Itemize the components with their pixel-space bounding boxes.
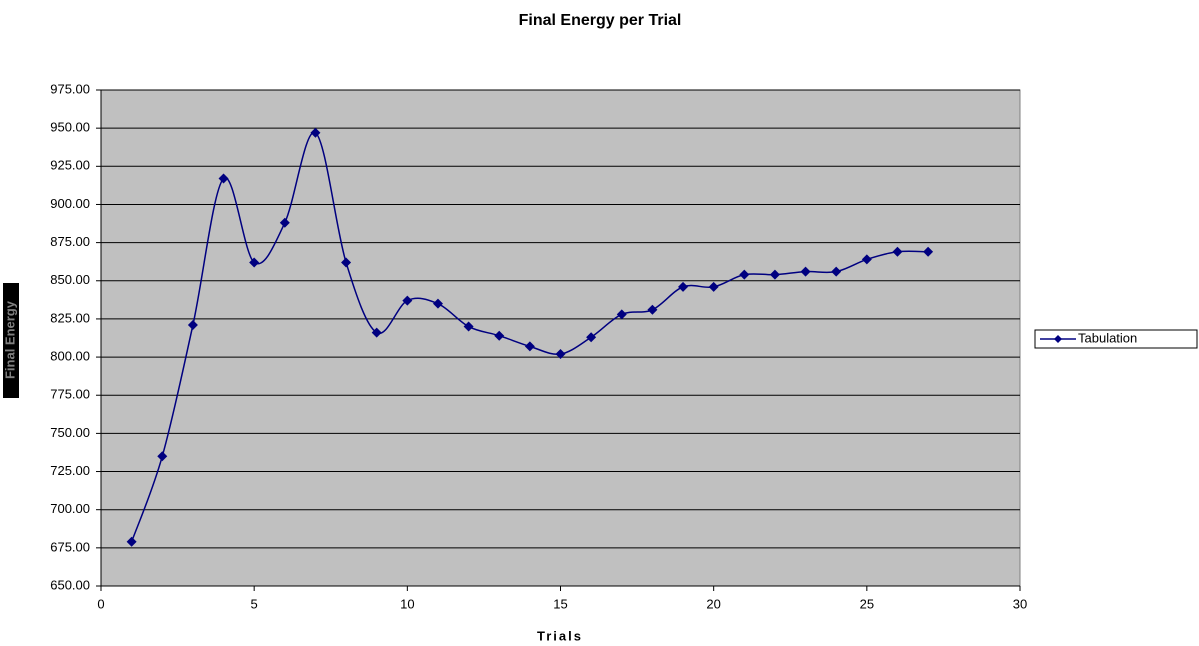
chart-title: Final Energy per Trial [519,12,682,29]
y-tick-label: 875.00 [50,234,90,249]
marker [402,295,413,306]
marker [586,332,597,343]
marker [892,246,903,257]
x-tick-label: 0 [97,596,104,611]
marker [647,304,658,315]
x-tick-label: 30 [1013,596,1027,611]
marker [310,127,321,138]
marker [157,451,168,462]
y-tick-label: 725.00 [50,463,90,478]
x-tick-label: 20 [706,596,720,611]
y-tick-label: 650.00 [50,577,90,592]
marker [923,246,934,257]
y-tick-label: 925.00 [50,158,90,173]
marker [831,266,842,277]
marker [371,327,382,338]
marker [341,257,352,268]
marker [187,320,198,331]
y-tick-label: 975.00 [50,81,90,96]
marker [463,321,474,332]
legend-box [1034,329,1198,349]
marker [739,269,750,280]
legend-label: Tabulation [1078,330,1137,345]
plot-area [100,89,1021,587]
x-tick-label: 10 [400,596,414,611]
x-axis-label: Trials [537,628,583,643]
y-tick-label: 750.00 [50,425,90,440]
marker [555,349,566,360]
y-tick-label: 900.00 [50,196,90,211]
marker [126,536,137,547]
x-tick-label: 5 [251,596,258,611]
marker [708,281,719,292]
y-tick-label: 675.00 [50,539,90,554]
marker [861,254,872,265]
x-tick-label: 25 [860,596,874,611]
y-tick-label: 825.00 [50,310,90,325]
marker [769,269,780,280]
y-tick-label: 800.00 [50,349,90,364]
y-tick-label: 850.00 [50,272,90,287]
marker [279,217,290,228]
marker [218,173,229,184]
marker [249,257,260,268]
y-axis-label: Final Energy [2,300,17,379]
marker [678,281,689,292]
marker [800,266,811,277]
marker [432,298,443,309]
marker [616,309,627,320]
y-tick-label: 950.00 [50,120,90,135]
marker [494,330,505,341]
legend-marker [1054,335,1062,343]
y-tick-label: 700.00 [50,501,90,516]
y-label-bg [3,283,19,398]
x-tick-label: 15 [553,596,567,611]
y-tick-label: 775.00 [50,387,90,402]
marker [524,341,535,352]
